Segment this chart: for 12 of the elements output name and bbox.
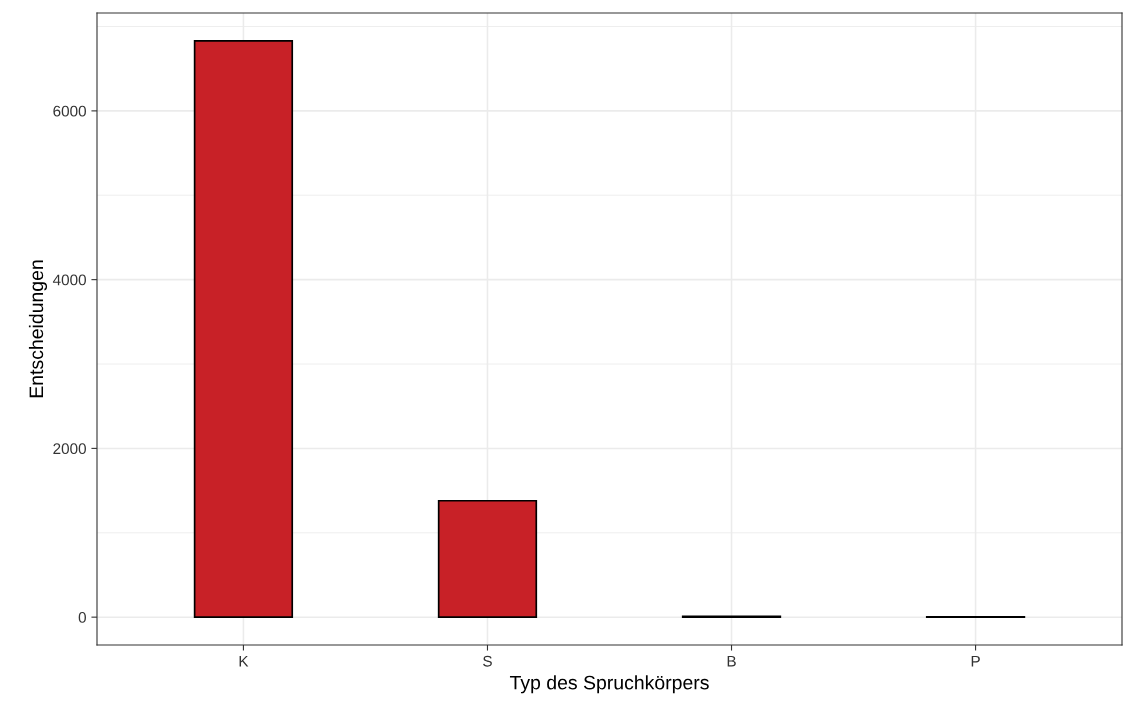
x-tick-label: K xyxy=(239,655,249,667)
y-tick-label: 0 xyxy=(78,612,86,623)
y-tick-label: 2000 xyxy=(53,443,86,455)
bar xyxy=(193,40,294,618)
x-tick-label: P xyxy=(971,655,980,667)
y-tick-label: 6000 xyxy=(53,105,86,117)
x-tick-label: S xyxy=(483,655,492,667)
y-tick-label: 4000 xyxy=(52,274,86,286)
x-tick-label: B xyxy=(727,655,736,667)
bar xyxy=(437,499,538,618)
y-axis-title: Entscheidungen xyxy=(28,260,48,398)
x-axis-title: Typ des Spruchkörpers xyxy=(509,675,709,694)
